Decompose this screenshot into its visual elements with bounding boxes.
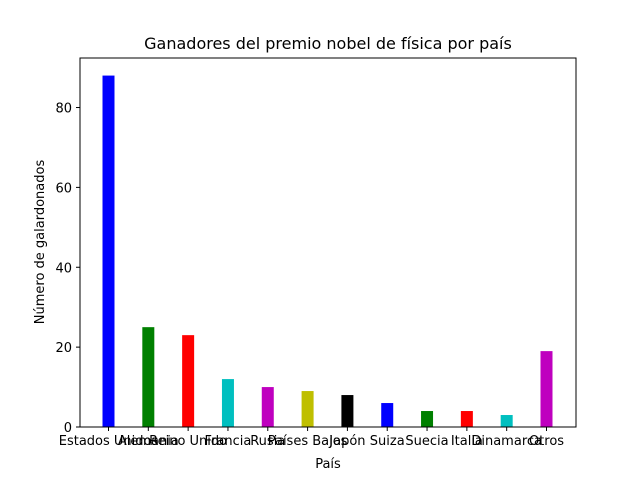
y-axis-label: Número de galardonados — [33, 160, 48, 325]
y-tick-label-3: 60 — [55, 181, 72, 196]
bar-11 — [540, 351, 553, 427]
x-tick-label-1: Alemania — [118, 434, 179, 449]
bar-9 — [460, 411, 473, 427]
y-axis: 0 20 40 60 80 — [55, 102, 80, 436]
x-tick-label-8: Suecia — [405, 434, 448, 449]
x-axis-label: País — [315, 457, 341, 472]
bars-group — [102, 75, 553, 428]
y-tick-label-1: 20 — [55, 341, 72, 356]
chart-title: Ganadores del premio nobel de física por… — [144, 34, 512, 53]
bar-1 — [142, 327, 155, 427]
x-tick-label-7: Suiza — [370, 434, 405, 449]
x-tick-label-0: Estados Unidos — [59, 434, 159, 449]
x-tick-label-11: Otros — [529, 434, 564, 449]
bar-8 — [421, 411, 434, 427]
x-tick-label-6: Japón — [328, 434, 365, 449]
bar-0 — [102, 75, 115, 428]
bar-7 — [381, 403, 394, 427]
bar-5 — [301, 391, 314, 427]
x-tick-label-10: Dinamarca — [471, 434, 542, 449]
x-tick-label-5: Países Bajos — [268, 434, 348, 449]
bar-4 — [261, 387, 274, 427]
x-tick-label-2: Reino Unido — [149, 434, 227, 449]
y-tick-label-4: 80 — [55, 102, 72, 117]
plot-frame — [79, 57, 577, 428]
bar-6 — [341, 395, 354, 427]
bar-10 — [500, 415, 513, 427]
y-tick-label-0: 0 — [64, 421, 72, 436]
x-tick-label-9: Italia — [451, 434, 483, 449]
bar-3 — [221, 379, 234, 427]
bar-2 — [182, 335, 195, 427]
x-tick-label-4: Rusia — [250, 434, 285, 449]
y-tick-label-2: 40 — [55, 261, 72, 276]
x-tick-label-3: Francia — [205, 434, 252, 449]
